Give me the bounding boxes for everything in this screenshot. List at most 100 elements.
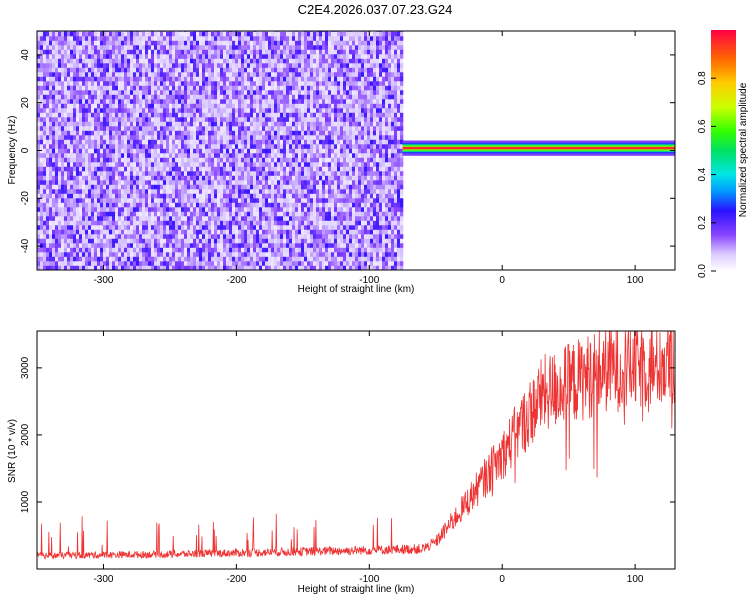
spectrogram-cell [253,90,257,95]
spectrogram-cell [52,256,56,262]
spectrogram-cell [136,85,140,91]
spectrogram-cell [223,31,227,37]
spectrogram-cell [64,126,68,131]
spectrogram-cell [91,108,95,113]
spectrogram-cell [187,103,191,109]
spectrogram-cell [310,63,314,68]
spectrogram-cell [151,45,155,50]
spectrogram-cell [85,108,89,113]
spectrogram-cell [283,45,287,50]
spectrogram-cell [205,76,209,82]
spectrogram-cell [70,261,74,266]
spectrogram-cell [82,216,86,221]
spectrogram-cell [190,121,194,127]
spectrogram-cell [136,94,140,100]
spectrogram-cell [157,108,161,113]
spectrogram-cell [196,220,200,226]
spectrogram-cell [40,180,44,185]
spectrogram-cell [193,103,197,109]
spectrogram-cell [262,99,266,104]
spectrogram-cell [100,256,104,262]
spectrogram-cell [211,117,215,122]
spectrogram-cell [82,76,86,82]
spectrogram-cell [265,90,269,95]
spectrogram-cell [52,99,56,104]
spectrogram-cell [196,135,200,140]
spectrogram-cell [259,72,263,77]
spectrogram-cell [70,121,74,127]
spectrogram-cell [205,153,209,158]
spectrogram-cell [172,256,176,262]
spectrogram-cell [145,216,149,221]
spectrogram-cell [166,135,170,140]
spectrogram-cell [292,184,296,190]
spectrogram-cell [280,247,284,253]
spectrogram-cell [262,63,266,68]
spectrogram-cell [103,72,107,77]
spectrogram-cell [121,166,125,172]
spectrogram-cell [175,171,179,176]
spectrogram-cell [160,67,164,73]
spectrogram-cell [49,202,53,208]
spectrogram-cell [172,180,176,185]
spectrogram-cell [73,189,77,194]
spectrogram-cell [214,234,218,239]
spectrogram-cell [211,261,215,266]
spectrogram-cell [139,139,143,145]
spectrogram-cell [277,216,281,221]
spectrogram-cell [85,256,89,262]
spectrogram-cell [226,76,230,82]
spectrogram-cell [139,193,143,199]
spectrogram-cell [97,40,101,46]
spectrogram-cell [76,139,80,145]
spectrogram-cell [205,139,209,145]
spectrogram-cell [283,139,287,145]
spectrogram-cell [82,247,86,253]
spectrogram-cell [127,216,131,221]
spectrogram-cell [82,108,86,113]
spectrogram-cell [76,31,80,37]
spectrogram-cell [223,130,227,136]
spectrogram-cell [235,256,239,262]
spectrogram-cell [43,184,47,190]
spectrogram-cell [55,202,59,208]
spectrogram-cell [256,229,260,235]
spectrogram-cell [295,58,299,64]
spectrogram-cell [124,45,128,50]
spectrogram-cell [52,40,56,46]
spectrogram-cell [49,234,53,239]
spectrogram-cell [277,243,281,248]
spectrogram-cell [130,45,134,50]
spectrogram-cell [136,207,140,212]
spectrogram-cell [40,31,44,37]
spectrogram-cell [280,171,284,176]
spectrogram-cell [115,117,119,122]
spectrogram-cell [277,171,281,176]
spectrogram-cell [85,162,89,167]
spectrogram-cell [121,198,125,203]
spectrogram-cell [250,166,254,172]
spectrogram-cell [154,90,158,95]
spectrogram-cell [304,189,308,194]
spectrogram-cell [70,40,74,46]
spectrogram-cell [304,225,308,230]
spectrogram-cell [49,148,53,154]
spectrogram-cell [271,189,275,194]
spectrogram-cell [67,252,71,257]
spectrogram-cell [256,40,260,46]
spectrogram-cell [58,126,62,131]
spectrogram-cell [220,252,224,257]
spectrogram-cell [304,216,308,221]
spectrogram-cell [280,225,284,230]
spectrogram-cell [73,130,77,136]
spectrogram-cell [106,121,110,127]
spectrogram-cell [82,153,86,158]
spectrogram-cell [304,90,308,95]
spectrogram-cell [274,207,278,212]
spectrogram-cell [298,31,302,37]
spectrogram-cell [190,202,194,208]
spectrogram-cell [148,229,152,235]
spectrogram-cell [82,121,86,127]
spectrogram-cell [61,211,65,217]
spectrogram-cell [262,126,266,131]
